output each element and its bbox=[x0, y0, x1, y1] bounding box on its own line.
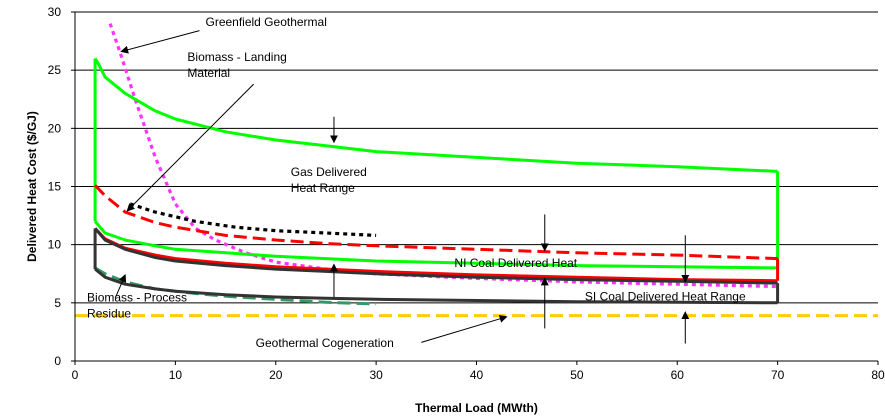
annotation-line: Residue bbox=[87, 307, 131, 321]
x-tick-label: 30 bbox=[369, 368, 383, 382]
arrow-layer bbox=[329, 116, 690, 344]
y-tick-label: 30 bbox=[48, 5, 62, 19]
annotation-line: SI Coal Delivered Heat Range bbox=[585, 290, 746, 304]
y-axis-title: Delivered Heat Cost ($/GJ) bbox=[25, 111, 39, 262]
x-tick-label: 40 bbox=[470, 368, 484, 382]
annotation-geo-cogen: Geothermal Cogeneration bbox=[256, 336, 394, 350]
annotation-biomass-landing: Biomass - Landing Material bbox=[187, 50, 286, 80]
x-tick-label: 10 bbox=[169, 368, 183, 382]
axes bbox=[71, 11, 879, 365]
x-tick-label: 0 bbox=[72, 368, 79, 382]
annotation-line: Geothermal Cogeneration bbox=[256, 336, 394, 350]
annotation-line: Greenfield Geothermal bbox=[205, 15, 326, 29]
annotation-biomass-process: Biomass - Process Residue bbox=[87, 291, 187, 321]
y-tick-label: 5 bbox=[54, 296, 61, 310]
series-gas-upper bbox=[93, 57, 778, 173]
x-tick-label: 80 bbox=[871, 368, 885, 382]
annotation-arrow-geo-cogen bbox=[421, 314, 508, 343]
annotation-greenfield: Greenfield Geothermal bbox=[205, 15, 326, 29]
y-tick-label: 15 bbox=[48, 180, 62, 194]
series-gas-lower bbox=[93, 220, 778, 270]
x-tick-label: 60 bbox=[671, 368, 685, 382]
annotation-arrow-biomass-landing bbox=[126, 83, 255, 212]
series-si-coal-lower bbox=[94, 267, 778, 305]
x-axis-title: Thermal Load (MWth) bbox=[415, 401, 538, 415]
annotation-line: NI Coal Delivered Heat bbox=[454, 256, 577, 270]
y-tick-label: 20 bbox=[48, 121, 62, 135]
y-tick-label: 25 bbox=[48, 63, 62, 77]
y-tick-label: 10 bbox=[48, 238, 62, 252]
series-biomass-landing bbox=[129, 202, 377, 237]
tick-labels: 0 10 20 30 40 50 60 70 80 0 5 10 15 20 25 30 bbox=[48, 5, 885, 382]
annotation-line: Biomass - Process bbox=[87, 291, 187, 305]
annotation-gas-range: Gas Delivered Heat Range bbox=[291, 165, 367, 195]
annotation-arrow-greenfield bbox=[120, 30, 200, 54]
x-tick-label: 50 bbox=[570, 368, 584, 382]
annotation-line: Material bbox=[187, 66, 230, 80]
annotation-line: Gas Delivered bbox=[291, 165, 367, 179]
x-tick-label: 20 bbox=[269, 368, 283, 382]
series-ni-coal-upper bbox=[94, 184, 778, 261]
annotation-ni-coal: NI Coal Delivered Heat bbox=[454, 256, 577, 270]
annotation-line: Heat Range bbox=[291, 181, 355, 195]
annotation-line: Biomass - Landing bbox=[187, 50, 286, 64]
annotations: Greenfield Geothermal Biomass - Landing Ma… bbox=[87, 15, 746, 350]
x-tick-label: 70 bbox=[771, 368, 785, 382]
annotation-arrow-biomass-process bbox=[114, 273, 127, 299]
series-si-coal-upper bbox=[93, 227, 778, 285]
y-tick-label: 0 bbox=[54, 354, 61, 368]
annotation-si-coal: SI Coal Delivered Heat Range bbox=[585, 290, 746, 304]
